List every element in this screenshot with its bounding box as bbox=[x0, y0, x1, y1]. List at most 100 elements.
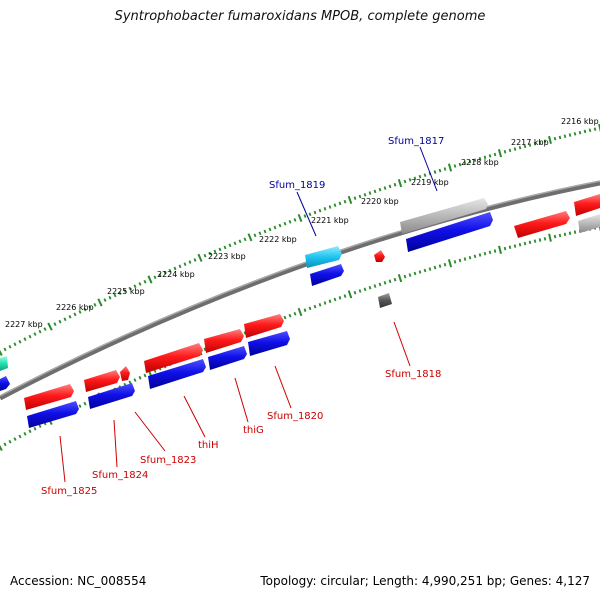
gene-arrow[interactable] bbox=[144, 343, 203, 373]
minor-tick bbox=[568, 133, 572, 137]
minor-tick bbox=[338, 296, 342, 300]
ruler-label: 2223 kbp bbox=[208, 252, 246, 261]
minor-tick bbox=[458, 162, 462, 167]
minor-tick bbox=[293, 311, 297, 316]
genome-backbone bbox=[0, 180, 600, 401]
major-tick bbox=[97, 298, 103, 307]
ruler-label: 2222 kbp bbox=[259, 235, 297, 244]
gene-label-sfum-1825[interactable]: Sfum_1825 bbox=[41, 486, 97, 497]
gene-label-thiH[interactable]: thiH bbox=[198, 440, 219, 451]
minor-tick bbox=[193, 258, 197, 262]
major-tick bbox=[548, 135, 552, 145]
minor-tick bbox=[13, 437, 17, 441]
major-tick bbox=[147, 275, 153, 284]
ruler-label: 2227 kbp bbox=[5, 320, 43, 329]
minor-tick bbox=[528, 143, 532, 147]
minor-tick bbox=[133, 378, 137, 382]
gene-arrow[interactable] bbox=[578, 214, 600, 233]
minor-tick bbox=[178, 264, 182, 269]
minor-tick bbox=[308, 212, 312, 217]
gene-arrow[interactable] bbox=[0, 356, 8, 371]
minor-tick bbox=[358, 194, 362, 199]
major-tick bbox=[347, 195, 353, 205]
minor-tick bbox=[343, 199, 347, 204]
gene-arrow[interactable] bbox=[406, 212, 493, 252]
minor-tick bbox=[478, 253, 482, 257]
major-tick bbox=[297, 307, 303, 317]
gene-arrow[interactable] bbox=[374, 250, 385, 262]
gene-arrow[interactable] bbox=[204, 329, 244, 353]
minor-tick bbox=[288, 219, 292, 224]
minor-tick bbox=[203, 347, 207, 352]
minor-tick bbox=[233, 241, 237, 246]
minor-tick bbox=[383, 186, 387, 190]
gene-label-sfum-1823[interactable]: Sfum_1823 bbox=[140, 455, 196, 466]
gene-arrow[interactable] bbox=[208, 346, 247, 370]
gene-arrow[interactable] bbox=[378, 293, 392, 308]
minor-tick bbox=[108, 295, 112, 300]
minor-tick bbox=[493, 249, 497, 253]
ruler-labels: 2216 kbp 2217 kbp 2218 kbp 2219 kbp 2220… bbox=[5, 117, 599, 329]
gene-arrow[interactable] bbox=[305, 246, 342, 268]
minor-tick bbox=[458, 258, 462, 263]
gene-label-sfum-1817[interactable]: Sfum_1817 bbox=[388, 136, 444, 147]
minor-tick bbox=[303, 308, 307, 312]
minor-tick bbox=[173, 266, 177, 271]
minor-tick bbox=[243, 237, 247, 242]
major-tick bbox=[447, 163, 453, 172]
ruler-label: 2217 kbp bbox=[511, 138, 549, 147]
minor-tick bbox=[103, 298, 107, 302]
minor-tick bbox=[213, 249, 217, 254]
minor-tick bbox=[78, 404, 82, 408]
major-tick bbox=[497, 149, 503, 158]
minor-tick bbox=[353, 290, 357, 295]
major-tick bbox=[0, 444, 3, 451]
major-tick bbox=[297, 213, 303, 223]
minor-tick bbox=[78, 310, 82, 314]
minor-tick bbox=[478, 156, 482, 161]
minor-tick bbox=[563, 134, 567, 139]
minor-tick bbox=[308, 306, 312, 311]
gene-label-sfum-1820[interactable]: Sfum_1820 bbox=[267, 411, 323, 422]
minor-tick bbox=[373, 284, 377, 288]
minor-tick bbox=[163, 271, 167, 275]
gene-arrow[interactable] bbox=[400, 198, 488, 234]
gene-arrow[interactable] bbox=[244, 314, 284, 338]
gene-arrow[interactable] bbox=[514, 211, 570, 238]
minor-tick bbox=[523, 241, 527, 246]
minor-tick bbox=[13, 342, 17, 347]
gene-label-sfum-1818[interactable]: Sfum_1818 bbox=[385, 369, 441, 380]
minor-tick bbox=[118, 291, 122, 295]
gene-arrow[interactable] bbox=[27, 401, 79, 428]
minor-tick bbox=[158, 273, 162, 277]
minor-tick bbox=[273, 225, 277, 230]
minor-tick bbox=[488, 250, 492, 255]
minor-tick bbox=[318, 208, 322, 213]
gene-label-sfum-1824[interactable]: Sfum_1824 bbox=[92, 470, 148, 481]
gene-label-thiG[interactable]: thiG bbox=[243, 425, 264, 436]
minor-tick bbox=[513, 147, 517, 151]
minor-tick bbox=[473, 254, 477, 259]
gene-arrow[interactable] bbox=[248, 331, 290, 356]
genes-forward bbox=[0, 194, 600, 410]
gene-arrow[interactable] bbox=[148, 359, 206, 389]
major-tick bbox=[498, 245, 502, 254]
minor-tick bbox=[528, 240, 532, 245]
minor-tick bbox=[493, 152, 497, 157]
minor-tick bbox=[153, 275, 157, 280]
major-tick bbox=[0, 349, 3, 356]
gene-arrow[interactable] bbox=[88, 383, 135, 409]
minor-tick bbox=[328, 205, 332, 209]
gene-arrow[interactable] bbox=[24, 384, 74, 410]
gene-arrow[interactable] bbox=[310, 264, 344, 286]
minor-tick bbox=[538, 140, 542, 145]
gene-arrow[interactable] bbox=[574, 194, 600, 216]
gene-arrow[interactable] bbox=[120, 366, 130, 381]
gene-label-sfum-1819[interactable]: Sfum_1819 bbox=[269, 180, 325, 191]
minor-tick bbox=[283, 315, 287, 320]
ruler-label: 2218 kbp bbox=[461, 158, 499, 167]
minor-tick bbox=[313, 210, 317, 215]
major-tick bbox=[197, 253, 203, 262]
gene-arrow[interactable] bbox=[84, 370, 120, 392]
gene-arrow[interactable] bbox=[0, 376, 10, 391]
